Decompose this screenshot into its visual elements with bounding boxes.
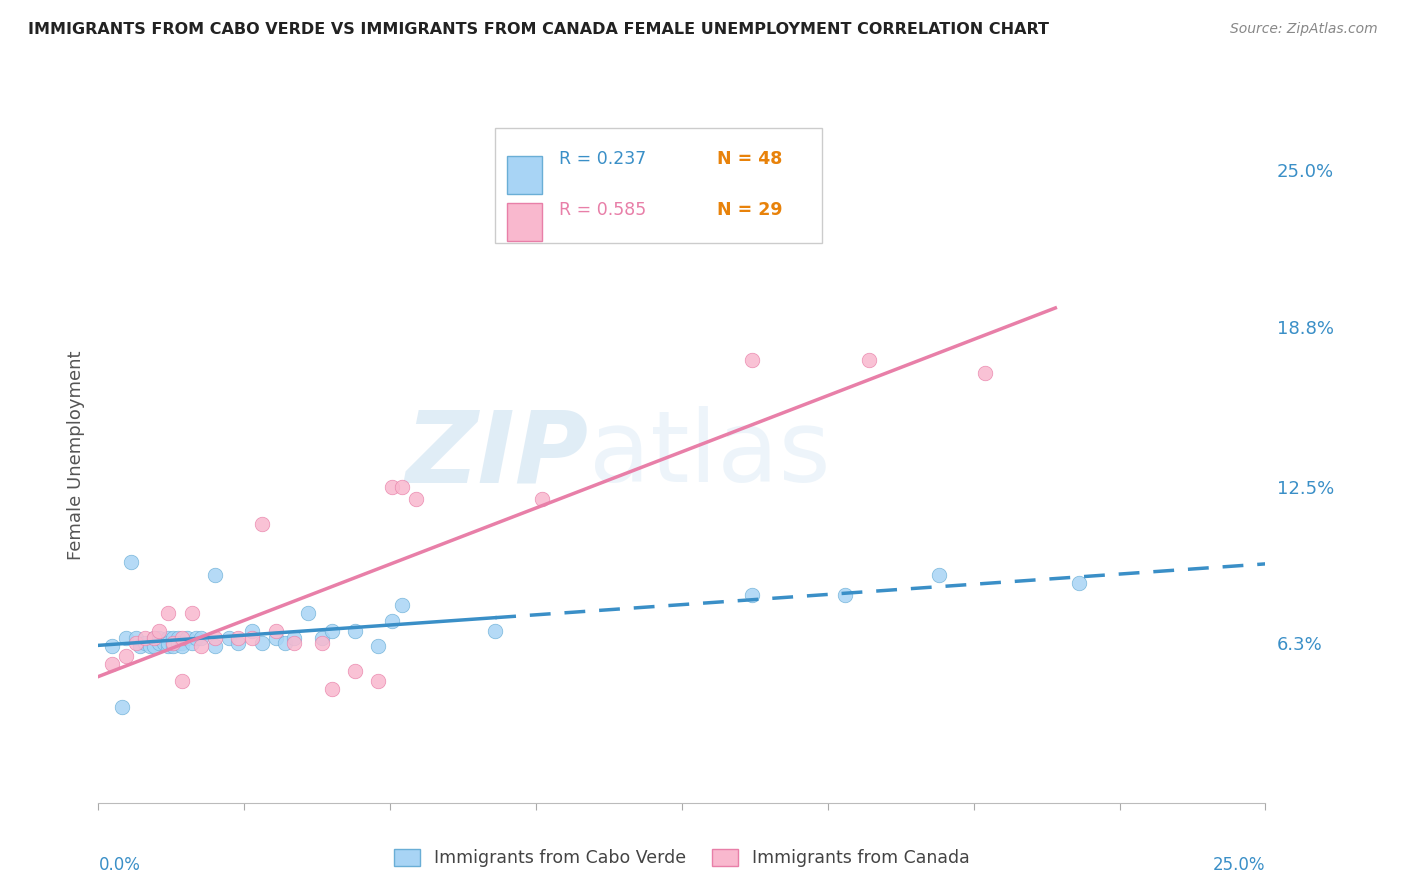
Point <box>180 606 202 620</box>
Point <box>186 632 208 646</box>
Point <box>283 636 305 650</box>
Point <box>111 699 134 714</box>
Legend: Immigrants from Cabo Verde, Immigrants from Canada: Immigrants from Cabo Verde, Immigrants f… <box>387 842 977 874</box>
Point <box>311 636 333 650</box>
Point <box>381 614 404 628</box>
Text: R = 0.237: R = 0.237 <box>560 150 647 169</box>
Point <box>148 636 170 650</box>
Point <box>484 624 506 638</box>
Point <box>176 632 198 646</box>
Y-axis label: Female Unemployment: Female Unemployment <box>66 351 84 559</box>
Point <box>125 636 148 650</box>
Point <box>858 353 880 368</box>
Point <box>311 632 333 646</box>
Point <box>367 674 389 689</box>
Point <box>125 632 148 646</box>
Point <box>134 632 156 646</box>
Point <box>120 556 142 570</box>
Point <box>530 492 553 507</box>
Point <box>834 588 856 602</box>
Point <box>115 648 138 663</box>
Point <box>139 639 162 653</box>
Point <box>162 639 184 653</box>
Point <box>274 636 297 650</box>
Text: 0.0%: 0.0% <box>98 856 141 874</box>
Point <box>228 632 250 646</box>
Text: atlas: atlas <box>589 407 830 503</box>
Bar <box>508 156 541 194</box>
Point <box>264 624 287 638</box>
Point <box>344 665 367 679</box>
Point <box>283 632 305 646</box>
Point <box>148 632 170 646</box>
Point <box>264 632 287 646</box>
Point <box>166 632 188 646</box>
Point <box>157 639 180 653</box>
Point <box>367 639 389 653</box>
Point <box>172 636 194 650</box>
Point <box>143 632 166 646</box>
Point <box>250 636 273 650</box>
Point <box>190 639 212 653</box>
Point <box>143 639 166 653</box>
Point <box>172 639 194 653</box>
Point <box>204 632 226 646</box>
Text: ZIP: ZIP <box>405 407 589 503</box>
Point <box>405 492 427 507</box>
Point <box>344 624 367 638</box>
Point <box>204 639 226 653</box>
Point <box>242 624 264 638</box>
Point <box>741 588 763 602</box>
FancyBboxPatch shape <box>495 128 823 243</box>
Point <box>172 674 194 689</box>
Point <box>381 479 404 493</box>
Point <box>101 657 124 671</box>
Point <box>321 681 343 696</box>
Point <box>162 636 184 650</box>
Point <box>157 636 180 650</box>
Text: Source: ZipAtlas.com: Source: ZipAtlas.com <box>1230 22 1378 37</box>
Point <box>1067 575 1090 590</box>
Text: 25.0%: 25.0% <box>1213 856 1265 874</box>
Bar <box>508 202 541 241</box>
Point <box>157 606 180 620</box>
Point <box>321 624 343 638</box>
Point <box>741 353 763 368</box>
Point <box>391 599 413 613</box>
Point <box>143 632 166 646</box>
Point <box>157 632 180 646</box>
Point <box>242 632 264 646</box>
Point <box>152 636 174 650</box>
Point <box>974 366 997 380</box>
Point <box>297 606 319 620</box>
Point <box>162 636 184 650</box>
Text: IMMIGRANTS FROM CABO VERDE VS IMMIGRANTS FROM CANADA FEMALE UNEMPLOYMENT CORRELA: IMMIGRANTS FROM CABO VERDE VS IMMIGRANTS… <box>28 22 1049 37</box>
Point <box>115 632 138 646</box>
Point <box>228 636 250 650</box>
Point <box>101 639 124 653</box>
Point <box>162 632 184 646</box>
Point <box>129 639 152 653</box>
Point <box>204 568 226 582</box>
Point <box>180 636 202 650</box>
Text: N = 48: N = 48 <box>717 150 782 169</box>
Point <box>250 517 273 532</box>
Text: R = 0.585: R = 0.585 <box>560 201 647 219</box>
Point <box>928 568 950 582</box>
Point <box>391 479 413 493</box>
Text: N = 29: N = 29 <box>717 201 782 219</box>
Point <box>148 624 170 638</box>
Point <box>218 632 240 646</box>
Point <box>190 632 212 646</box>
Point <box>166 636 188 650</box>
Point <box>134 636 156 650</box>
Point <box>172 632 194 646</box>
